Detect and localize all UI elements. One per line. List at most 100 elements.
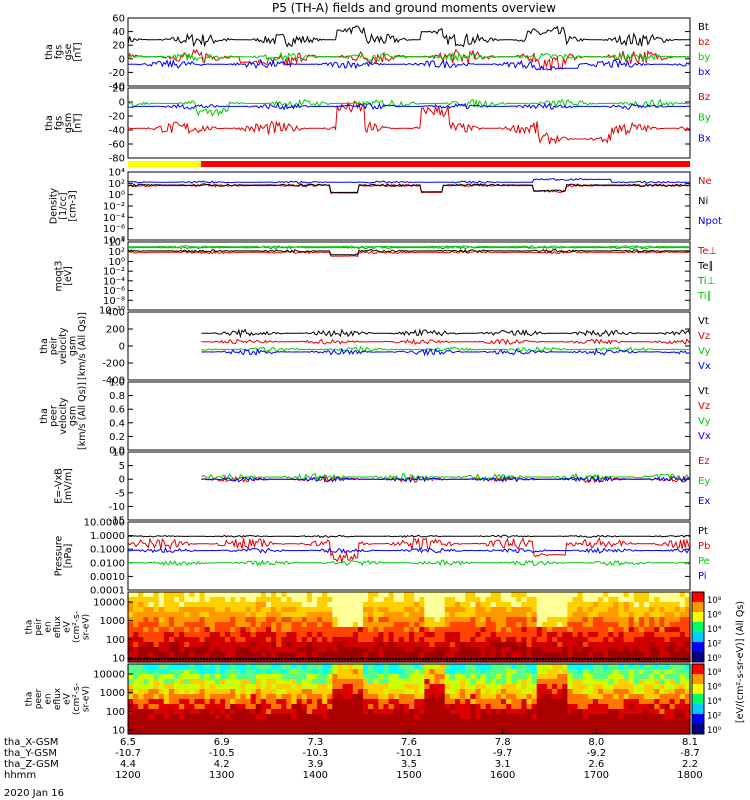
spectro-cell <box>245 602 252 608</box>
spectro-cell <box>654 709 660 715</box>
spectro-cell <box>301 597 308 603</box>
spectro-cell <box>618 724 625 730</box>
spectro-cell <box>179 612 185 618</box>
spectro-cell <box>562 679 568 685</box>
mode-segment <box>201 161 690 167</box>
spectro-cell <box>511 689 517 695</box>
spectro-cell <box>439 627 446 633</box>
series-Ne <box>127 183 691 195</box>
spectro-cell <box>475 617 482 623</box>
spectro-cell <box>199 632 206 638</box>
spectro-cell <box>424 674 431 680</box>
ylabel-line: gse <box>63 43 74 60</box>
spectro-cell <box>368 719 374 725</box>
spectro-cell <box>460 637 466 643</box>
spectro-cell <box>398 597 405 603</box>
spectro-cell <box>271 602 277 608</box>
spectro-cell <box>352 637 359 643</box>
spectro-cell <box>225 627 231 633</box>
spectro-cell <box>281 684 287 690</box>
spectro-cell <box>393 612 400 618</box>
y-tick-label: 10⁰ <box>108 190 125 201</box>
spectro-cell <box>572 719 579 725</box>
spectro-cell <box>470 602 477 608</box>
spectro-cell <box>240 652 247 658</box>
spectro-cell <box>179 674 185 680</box>
spectro-cell <box>449 627 456 633</box>
spectro-cell <box>250 689 257 695</box>
spectro-cell <box>495 652 502 658</box>
x-tick-label: 1600 <box>490 770 515 781</box>
spectro-cell <box>199 669 206 675</box>
spectro-cell <box>470 647 477 653</box>
spectro-cell <box>260 647 267 653</box>
spectro-cell <box>511 642 517 648</box>
spectro-cell <box>638 689 645 695</box>
spectro-cell <box>449 679 456 685</box>
spectro-cell <box>245 669 252 675</box>
spectro-cell <box>521 674 528 680</box>
spectro-cell <box>173 637 180 643</box>
spectro-cell <box>608 592 614 598</box>
spectro-cell <box>562 674 568 680</box>
spectro-cell <box>357 684 364 690</box>
spectro-cell <box>582 674 589 680</box>
spectro-cell <box>674 602 681 608</box>
spectro-cell <box>219 597 226 603</box>
panel-frame <box>127 591 691 663</box>
spectro-cell <box>342 689 349 695</box>
spectro-cell <box>414 642 420 648</box>
spectro-cell <box>301 647 308 653</box>
spectro-cell <box>291 679 298 685</box>
spectro-cell <box>235 714 241 720</box>
spectro-cell <box>276 694 282 700</box>
spectro-cell <box>552 724 558 730</box>
colorbar-tick-label: 10² <box>707 640 721 650</box>
spectro-cell <box>311 729 318 735</box>
spectro-cell <box>265 637 272 643</box>
spectro-cell <box>587 592 594 598</box>
spectro-cell <box>255 617 262 623</box>
spectro-cell <box>552 612 558 618</box>
spectro-cell <box>276 709 282 715</box>
spectro-cell <box>419 617 425 623</box>
spectro-cell <box>199 657 206 663</box>
spectro-cell <box>618 689 625 695</box>
spectro-cell <box>225 602 231 608</box>
spectro-cell <box>500 592 507 598</box>
spectro-cell <box>337 714 344 720</box>
y-tick-label: -5 <box>115 488 125 499</box>
spectro-cell <box>649 689 655 695</box>
spectro-cell <box>475 714 482 720</box>
spectro-cell <box>352 704 359 710</box>
spectro-cell <box>398 684 405 690</box>
spectro-cell <box>363 647 369 653</box>
spectro-cell <box>271 699 277 705</box>
spectro-cell <box>260 679 267 685</box>
spectro-cell <box>577 617 584 623</box>
spectro-cell <box>317 714 323 720</box>
spectro-cell <box>500 709 507 715</box>
spectro-cell <box>419 694 425 700</box>
spectro-cell <box>613 632 620 638</box>
spectro-cell <box>490 699 497 705</box>
spectro-cell <box>250 704 257 710</box>
spectro-cell <box>260 602 267 608</box>
spectro-cell <box>403 652 410 658</box>
spectro-cell <box>577 724 584 730</box>
spectro-cell <box>587 719 594 725</box>
spectro-cell <box>567 622 574 628</box>
spectro-cell <box>276 664 282 670</box>
spectro-cell <box>475 719 482 725</box>
spectro-cell <box>506 657 512 663</box>
spectro-cell <box>363 699 369 705</box>
spectro-cell <box>347 684 354 690</box>
spectro-cell <box>276 669 282 675</box>
spectro-cell <box>541 699 548 705</box>
spectro-cell <box>194 689 201 695</box>
ylabel-line: eV <box>63 692 73 705</box>
spectro-cell <box>133 699 139 705</box>
spectro-cell <box>567 607 574 613</box>
spectro-cell <box>460 617 466 623</box>
spectro-cell <box>250 684 257 690</box>
